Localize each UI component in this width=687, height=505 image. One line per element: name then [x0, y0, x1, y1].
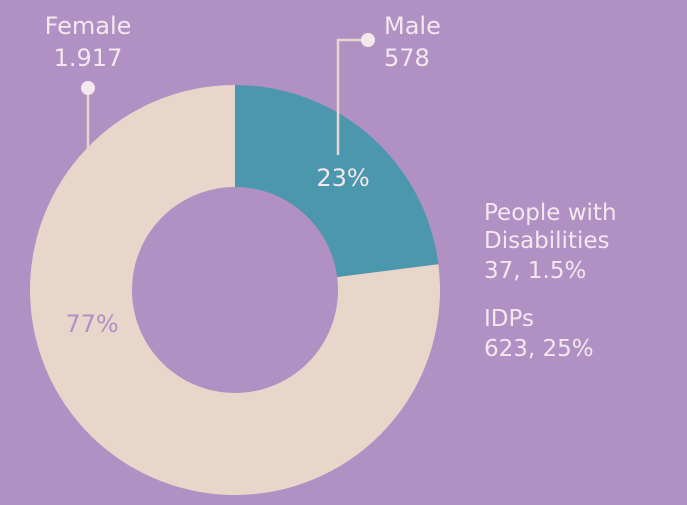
- count-label: 578: [384, 44, 430, 72]
- annotation-text: 37, 1.5%: [484, 258, 586, 284]
- donut: [29, 85, 440, 496]
- count-label: 1.917: [54, 44, 123, 72]
- annotation-title: People with: [484, 200, 617, 226]
- leader-lines: [86, 38, 368, 300]
- annotation-title: IDPs: [484, 306, 534, 332]
- legend-label: Female: [45, 12, 132, 40]
- leader-dot: [361, 33, 375, 47]
- annotation-text: 623, 25%: [484, 336, 594, 362]
- slice: [235, 85, 439, 278]
- data-label: 23%: [316, 164, 369, 192]
- legend-label: Male: [384, 12, 441, 40]
- slice: [29, 85, 440, 496]
- data-label: 77%: [65, 310, 118, 338]
- annotation: People with Disabilities 37, 1.5% IDPs 6…: [484, 200, 617, 362]
- annotation-title: Disabilities: [484, 228, 610, 254]
- leader-line: [336, 38, 368, 155]
- leader-dot: [81, 81, 95, 95]
